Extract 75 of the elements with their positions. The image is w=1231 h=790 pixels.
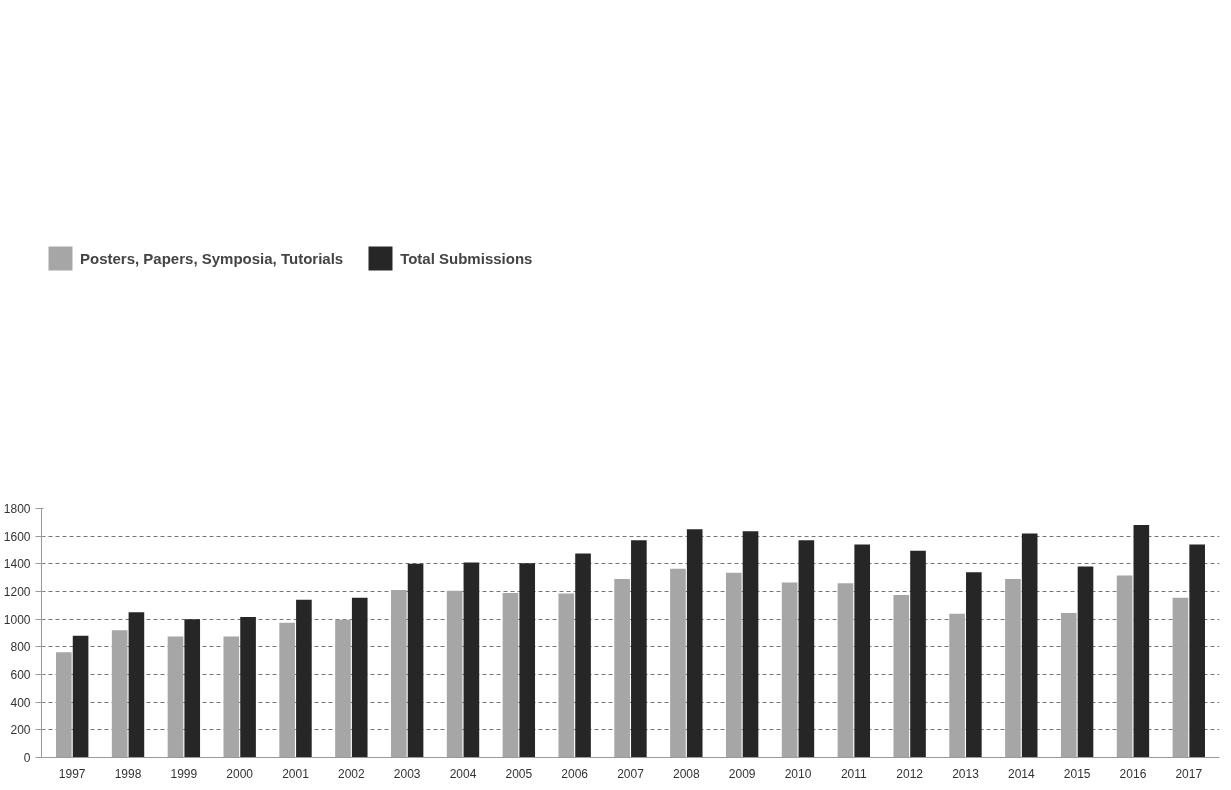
y-tick-label: 200 bbox=[10, 723, 31, 738]
bar bbox=[1116, 575, 1133, 758]
bar bbox=[390, 590, 407, 758]
bar bbox=[519, 563, 536, 758]
bar bbox=[725, 572, 742, 758]
y-tick-label: 1400 bbox=[3, 557, 31, 572]
bar bbox=[949, 613, 965, 758]
bar bbox=[742, 531, 759, 758]
bar bbox=[279, 622, 295, 758]
bar bbox=[240, 617, 256, 758]
bar bbox=[128, 612, 145, 758]
bar bbox=[854, 544, 871, 758]
y-tick-label: 600 bbox=[10, 668, 31, 682]
bar bbox=[111, 630, 128, 758]
x-tick-label: 2008 bbox=[672, 766, 700, 781]
bar bbox=[798, 540, 815, 758]
bar bbox=[56, 652, 72, 758]
y-tick-label: 800 bbox=[10, 640, 31, 655]
bar bbox=[837, 583, 854, 758]
bar bbox=[1021, 533, 1038, 758]
x-tick-label: 2001 bbox=[282, 766, 310, 781]
y-tick-label: 1800 bbox=[3, 502, 31, 516]
x-tick-label: 2005 bbox=[505, 766, 533, 781]
x-tick-label: 2004 bbox=[449, 766, 477, 781]
bar bbox=[1005, 579, 1021, 758]
x-tick-label: 1997 bbox=[58, 766, 86, 781]
x-tick-label: 2010 bbox=[784, 766, 812, 781]
x-tick-label: 2017 bbox=[1175, 766, 1203, 781]
bar bbox=[407, 563, 424, 758]
y-tick-label: 1000 bbox=[3, 612, 31, 627]
bar bbox=[1060, 612, 1077, 758]
bar bbox=[463, 562, 480, 758]
bar bbox=[446, 590, 463, 758]
x-tick-label: 1998 bbox=[114, 766, 142, 781]
x-tick-label: 2003 bbox=[393, 766, 421, 781]
x-tick-label: 2012 bbox=[896, 766, 924, 781]
bar bbox=[558, 593, 575, 758]
legend-label: Posters, Papers, Symposia, Tutorials bbox=[80, 249, 344, 267]
bar bbox=[223, 636, 240, 758]
bar bbox=[670, 568, 686, 758]
x-tick-label: 2014 bbox=[1007, 766, 1035, 781]
bar bbox=[502, 592, 519, 758]
bar bbox=[781, 582, 798, 758]
bar bbox=[351, 597, 368, 758]
bar bbox=[631, 540, 647, 758]
y-tick-label: 1600 bbox=[3, 529, 31, 544]
bar bbox=[1189, 544, 1205, 758]
bar bbox=[335, 619, 351, 758]
bar bbox=[966, 572, 982, 758]
y-tick-label: 400 bbox=[10, 695, 31, 710]
x-tick-label: 2016 bbox=[1119, 766, 1147, 781]
x-tick-label: 2000 bbox=[226, 766, 254, 781]
y-tick-label: 1200 bbox=[3, 585, 31, 599]
x-tick-label: 2006 bbox=[561, 766, 589, 781]
bar bbox=[167, 636, 184, 758]
bar bbox=[296, 599, 312, 758]
bar bbox=[1077, 566, 1094, 758]
x-tick-label: 2002 bbox=[338, 766, 366, 781]
bar bbox=[1172, 597, 1189, 758]
x-tick-label: 2009 bbox=[728, 766, 756, 781]
x-tick-label: 1999 bbox=[170, 766, 198, 781]
bar bbox=[72, 635, 89, 758]
bar bbox=[184, 619, 201, 758]
bar bbox=[686, 529, 703, 758]
bar bbox=[910, 550, 926, 758]
bar bbox=[575, 553, 591, 758]
bar bbox=[1133, 525, 1150, 758]
legend-label: Total Submissions bbox=[400, 249, 533, 267]
y-tick-label: 0 bbox=[23, 751, 31, 765]
x-tick-label: 2011 bbox=[840, 766, 868, 781]
bar bbox=[614, 579, 630, 758]
x-tick-label: 2015 bbox=[1063, 766, 1091, 781]
bar bbox=[893, 594, 910, 758]
x-tick-label: 2007 bbox=[617, 766, 645, 781]
x-tick-label: 2013 bbox=[952, 766, 980, 781]
